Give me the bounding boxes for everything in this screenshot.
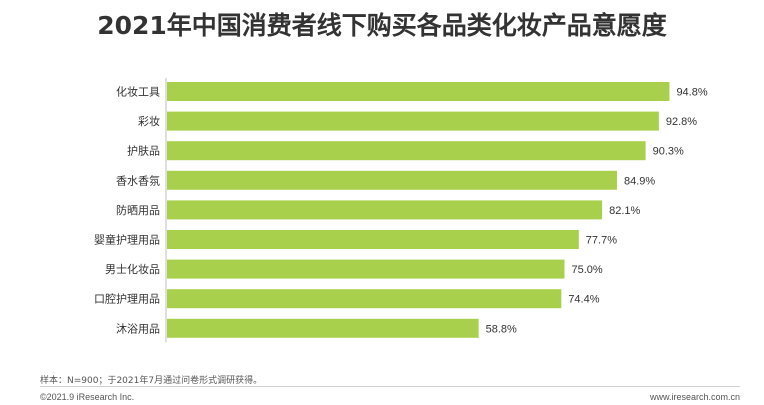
bar [167,259,565,279]
category-label: 口腔护理用品 [94,292,160,306]
category-label: 化妆工具 [116,85,160,99]
chart-title: 2021年中国消费者线下购买各品类化妆产品意愿度 [97,11,667,40]
value-label: 77.7% [586,235,617,247]
category-label: 彩妆 [138,115,160,128]
copyright-text: ©2021.9 iResearch Inc. [40,392,135,402]
bars-group: 化妆工具 94.8% 彩妆 92.8% 护肤品 90.3% 香水香氛 84.9% 防晒用品 82.… [94,82,708,338]
value-label: 75.0% [572,264,603,276]
bar [167,230,579,249]
bar [167,141,646,161]
value-label: 90.3% [653,146,684,158]
category-label: 沐浴用品 [116,322,160,335]
bar [167,111,659,131]
value-label: 58.8% [486,323,517,335]
bar [167,318,479,338]
value-label: 82.1% [609,205,640,217]
category-label: 婴童护理用品 [94,233,160,247]
bar [167,200,603,220]
sample-note: 样本：N=900；于2021年7月通过问卷形式调研获得。 [40,376,263,386]
website-text: www.iresearch.com.cn [649,392,740,402]
category-label: 护肤品 [127,144,160,158]
bar [167,170,617,190]
footer-divider [40,386,740,387]
value-label: 94.8% [676,87,707,99]
bar [167,82,670,101]
category-label: 香水香氛 [116,174,160,187]
bar-chart: 化妆工具 94.8% 彩妆 92.8% 护肤品 90.3% 香水香氛 84.9% 防晒用品 82.… [94,78,708,343]
category-label: 防晒用品 [116,203,160,217]
value-label: 92.8% [666,116,697,128]
category-label: 男士化妆品 [105,262,160,276]
bar [167,289,562,309]
value-label: 84.9% [624,175,655,187]
value-label: 74.4% [568,294,599,306]
